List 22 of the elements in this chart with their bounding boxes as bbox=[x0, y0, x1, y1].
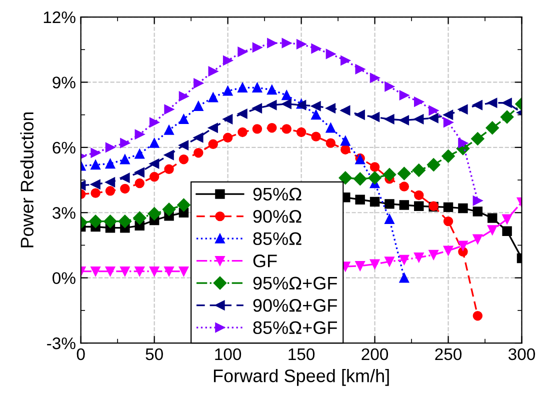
legend-label: 90%Ω+GF bbox=[253, 299, 337, 312]
y-axis-title: Power Reduction bbox=[20, 112, 34, 248]
x-tick-label: 150 bbox=[288, 348, 315, 360]
y-tick-label: 9% bbox=[52, 76, 76, 88]
x-tick-label: 250 bbox=[435, 348, 462, 360]
x-tick-label: 0 bbox=[76, 348, 85, 360]
y-tick-label: 3% bbox=[52, 207, 76, 219]
x-tick-label: 100 bbox=[215, 348, 242, 360]
legend-label: 85%Ω+GF bbox=[253, 321, 337, 334]
legend-label: 95%Ω+GF bbox=[253, 276, 337, 290]
legend-label: 90%Ω bbox=[253, 210, 302, 223]
y-tick-label: 0% bbox=[52, 272, 76, 284]
y-tick-label: 12% bbox=[44, 11, 76, 24]
x-tick-label: 300 bbox=[508, 348, 536, 360]
legend-label: 95%Ω bbox=[253, 188, 302, 201]
y-tick-label: -3% bbox=[47, 337, 76, 350]
x-axis-title: Forward Speed [km/h] bbox=[214, 368, 389, 386]
x-tick-label: 200 bbox=[362, 348, 388, 360]
x-tick-label: 50 bbox=[146, 348, 163, 360]
y-tick-label: 6% bbox=[52, 142, 76, 154]
legend-label: GF bbox=[253, 254, 277, 268]
legend-label: 85%Ω bbox=[253, 232, 302, 246]
